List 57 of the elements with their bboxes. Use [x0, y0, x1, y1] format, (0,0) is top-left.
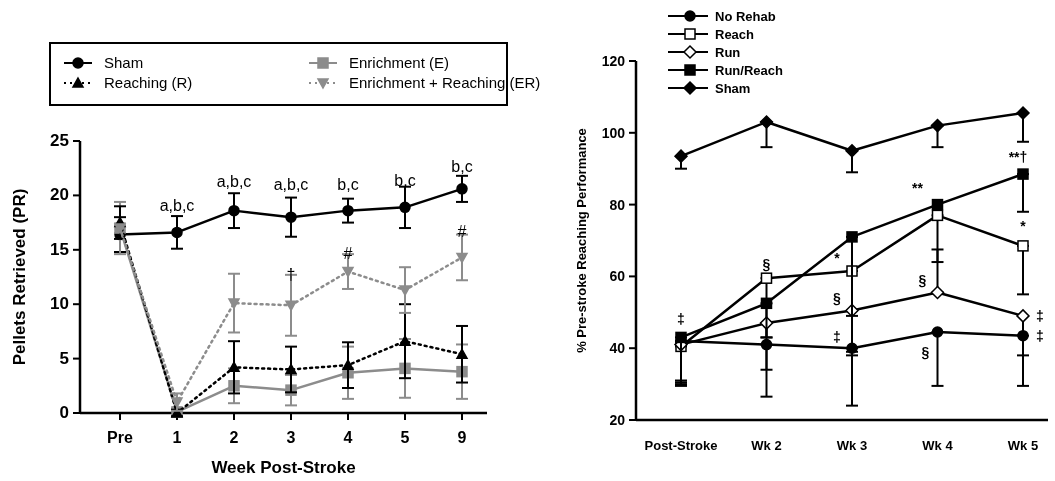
y-tick-label: 10: [50, 294, 69, 314]
annotation: b,c: [337, 176, 359, 193]
annotation: #: [457, 223, 467, 240]
legend-label: Reach: [715, 27, 755, 42]
annotation: §: [921, 344, 930, 360]
y-tick-label: 40: [609, 340, 626, 357]
x-tick-label: Wk 2: [751, 438, 782, 453]
legend-label: No Rehab: [715, 9, 776, 24]
annotation: *: [1020, 218, 1027, 234]
y-tick-label: 20: [609, 412, 626, 428]
annotation: §: [918, 272, 927, 288]
x-tick-label: 5: [400, 429, 410, 446]
y-tick-label: 100: [601, 124, 626, 141]
annotation: †: [286, 266, 296, 283]
y-tick-label: 120: [601, 53, 626, 69]
y-tick-label: 0: [59, 403, 69, 422]
annotation: ‡: [1036, 308, 1044, 324]
annotation: b,c: [394, 172, 416, 189]
x-tick-label: 4: [343, 429, 353, 446]
annotation: **†: [1008, 149, 1028, 165]
x-tick-label: Wk 3: [836, 438, 868, 453]
annotation: a,b,c: [216, 173, 252, 190]
annotation: **: [912, 180, 924, 196]
y-tick-label: 15: [50, 239, 69, 259]
legend-label: Enrichment + Reaching (ER): [349, 74, 541, 91]
annotation: ‡: [677, 311, 685, 327]
x-tick-label: 3: [286, 429, 296, 446]
y-tick-label: 80: [609, 196, 626, 213]
x-axis-title: Week Post-Stroke: [211, 458, 356, 477]
x-tick-label: Post-Stroke: [644, 438, 718, 453]
annotation: §: [762, 256, 771, 272]
y-tick-label: 20: [50, 185, 69, 205]
x-tick-label: Wk 4: [922, 438, 954, 453]
x-tick-label: 9: [457, 429, 467, 446]
annotation: #: [343, 245, 353, 262]
annotation: ‡: [833, 329, 841, 345]
x-tick-label: Pre: [107, 429, 133, 446]
legend-label: Sham: [715, 81, 751, 96]
annotation: *: [834, 250, 841, 266]
y-tick-label: 25: [50, 131, 69, 150]
annotation: ‡: [1036, 328, 1044, 344]
annotation: a,b,c: [273, 176, 309, 193]
x-tick-label: 1: [172, 429, 182, 446]
x-tick-label: 2: [229, 429, 239, 446]
legend-label: Sham: [104, 54, 144, 71]
y-axis-title: Pellets Retrieved (PR): [10, 188, 29, 366]
y-tick-label: 5: [59, 348, 69, 368]
legend-label: Run: [715, 45, 741, 60]
annotation: a,b,c: [159, 197, 195, 214]
annotation: §: [833, 290, 842, 306]
x-tick-label: Wk 5: [1007, 438, 1039, 453]
legend-label: Reaching (R): [104, 74, 193, 91]
legend-label: Run/Reach: [715, 63, 783, 78]
y-tick-label: 60: [609, 268, 626, 285]
annotation: b,c: [451, 158, 473, 175]
legend-label: Enrichment (E): [349, 54, 450, 71]
y-axis-title: % Pre-stroke Reaching Performance: [574, 128, 589, 353]
